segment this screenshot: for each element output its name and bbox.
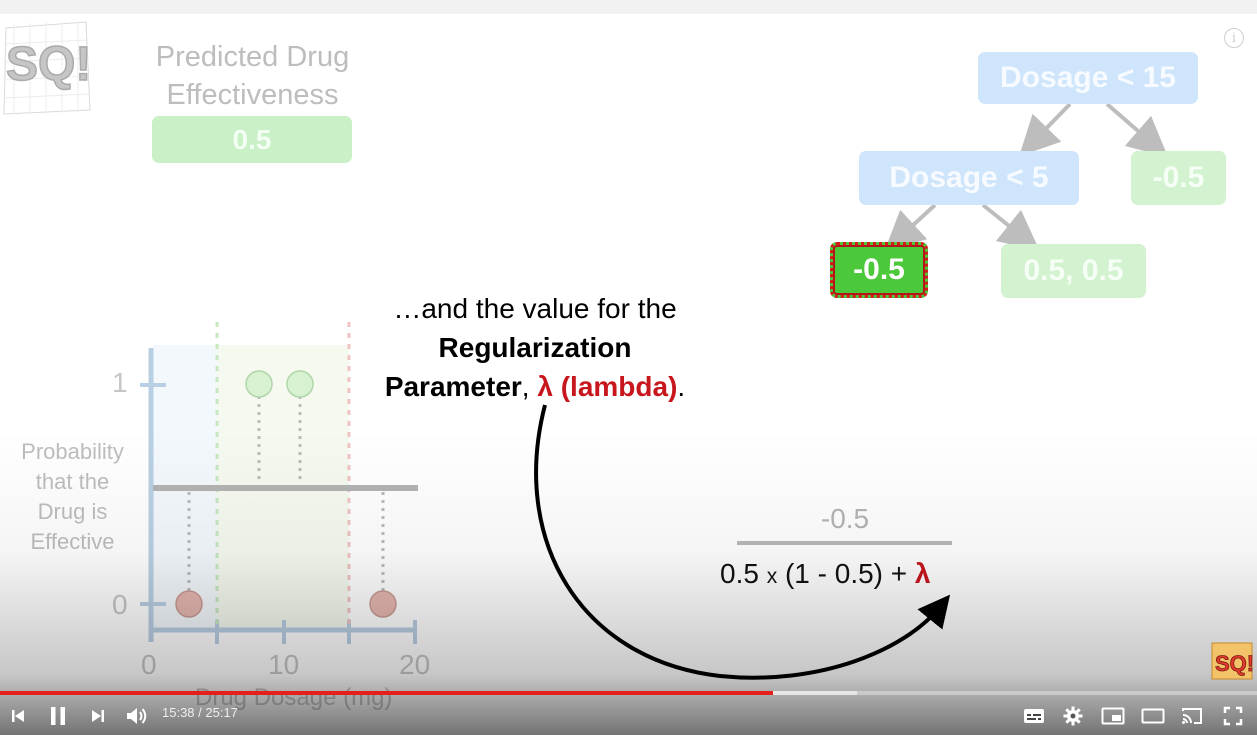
pause-icon[interactable] bbox=[44, 701, 72, 731]
narration-comma: , bbox=[521, 371, 538, 402]
narration-period: . bbox=[677, 371, 686, 402]
plot-ylabel: Probability that the Drug is Effective bbox=[5, 437, 140, 557]
settings-gear-icon[interactable] bbox=[1059, 701, 1087, 731]
volume-icon[interactable] bbox=[122, 701, 152, 731]
ylabel-line: Probability bbox=[21, 439, 124, 464]
progress-played bbox=[0, 691, 774, 695]
predicted-title: Predicted Drug Effectiveness bbox=[110, 38, 395, 114]
den-b: (1 - 0.5) + bbox=[777, 558, 915, 589]
time-display: 15:38 / 25:17 bbox=[162, 705, 238, 720]
arrow-inner-left bbox=[884, 203, 937, 252]
narration-line1: …and the value for the bbox=[393, 293, 677, 324]
next-icon[interactable] bbox=[86, 701, 110, 731]
predicted-title-line2: Effectiveness bbox=[166, 79, 339, 111]
arrow-inner-right bbox=[981, 203, 1040, 251]
data-point-4 bbox=[369, 590, 397, 618]
x-tick-label-20: 20 bbox=[399, 649, 431, 680]
ylabel-line: Effective bbox=[30, 529, 115, 554]
player-controls: 15:38 / 25:17 bbox=[0, 697, 1257, 735]
subtitles-icon[interactable] bbox=[1020, 701, 1048, 731]
predicted-title-line1: Predicted Drug bbox=[155, 41, 350, 73]
cast-icon[interactable] bbox=[1178, 701, 1206, 731]
fullscreen-icon[interactable] bbox=[1219, 701, 1247, 731]
statquest-logo: SQ! bbox=[3, 21, 92, 115]
x-tick-label-0: 0 bbox=[141, 649, 157, 680]
info-icon[interactable]: i bbox=[1224, 28, 1244, 48]
miniplayer-icon[interactable] bbox=[1099, 701, 1127, 731]
data-point-2 bbox=[245, 370, 273, 398]
data-point-3 bbox=[286, 370, 314, 398]
previous-icon[interactable] bbox=[6, 701, 30, 731]
tree-node-root: Dosage < 15 bbox=[978, 52, 1198, 104]
top-strip bbox=[0, 0, 1257, 14]
logo-text: SQ! bbox=[6, 38, 91, 91]
tree-leaf-middle: 0.5, 0.5 bbox=[1001, 244, 1146, 298]
y-tick-label-1: 1 bbox=[112, 367, 128, 398]
den-lambda: λ bbox=[914, 558, 931, 589]
tree-leaf-highlighted: -0.5 bbox=[830, 242, 928, 298]
arrow-root-left bbox=[1019, 102, 1072, 157]
x-tick-label-10: 10 bbox=[268, 649, 300, 680]
narration-line2: Regularization bbox=[438, 332, 632, 363]
svg-text:SQ!: SQ! bbox=[1215, 651, 1254, 676]
den-times: x bbox=[766, 565, 778, 588]
progress-bar[interactable] bbox=[0, 691, 1257, 695]
narration-lambda: λ (lambda) bbox=[537, 371, 678, 402]
ylabel-line: that the bbox=[35, 469, 110, 494]
ylabel-line: Drug is bbox=[37, 499, 108, 524]
theater-mode-icon[interactable] bbox=[1139, 701, 1167, 731]
tree-leaf-right: -0.5 bbox=[1131, 151, 1226, 205]
fraction-bar bbox=[737, 541, 952, 545]
fraction-denominator: 0.5 x (1 - 0.5) + λ bbox=[720, 558, 980, 590]
narration-parameter: Parameter bbox=[384, 371, 522, 402]
statquest-watermark-icon: SQ! bbox=[1211, 642, 1254, 680]
tree-node-inner: Dosage < 5 bbox=[859, 151, 1079, 205]
predicted-value-box: 0.5 bbox=[152, 116, 352, 163]
data-point-1 bbox=[175, 590, 203, 618]
fraction-numerator: -0.5 bbox=[820, 503, 870, 534]
narration-line3: Parameter, λ (lambda). bbox=[340, 367, 730, 406]
narration-text: …and the value for the Regularization Pa… bbox=[340, 289, 730, 406]
arrow-root-right bbox=[1105, 102, 1169, 158]
y-tick-label-0: 0 bbox=[112, 589, 128, 620]
den-a: 0.5 bbox=[720, 558, 767, 589]
